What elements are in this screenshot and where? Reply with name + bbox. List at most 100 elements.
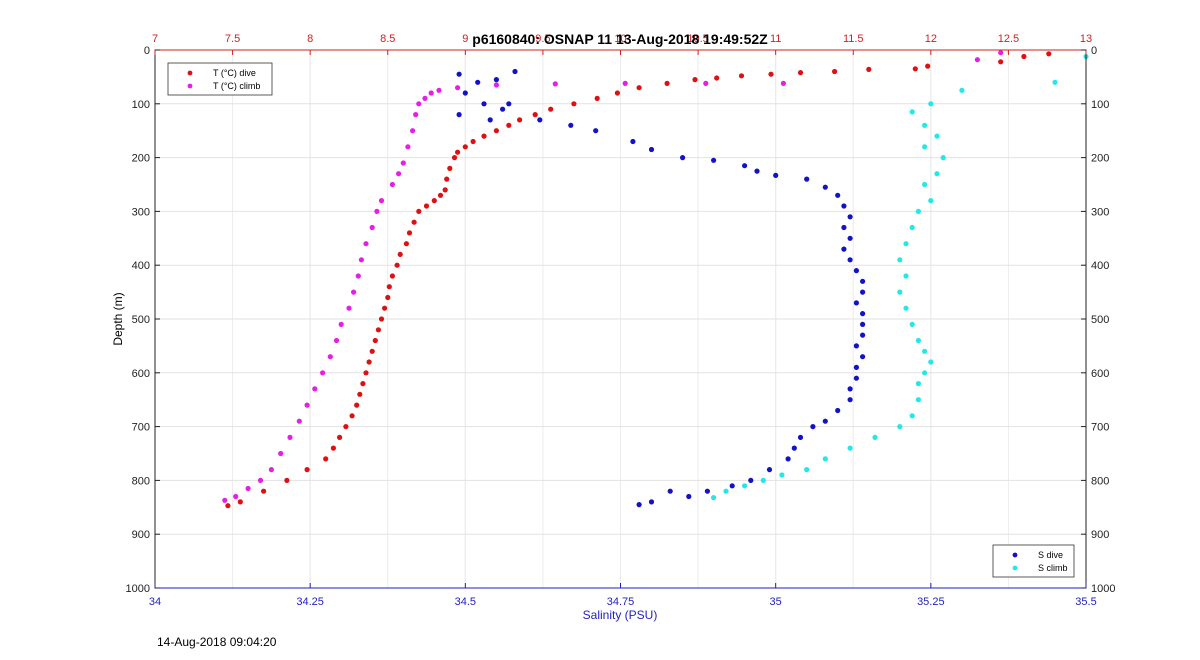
x-tick-label-bottom: 34.75 [607,596,635,608]
point-t-c-dive [470,138,476,145]
point-t-c-climb [278,450,284,457]
point-t-c-climb [374,208,380,214]
point-t-c-dive [451,155,458,161]
point-s-climb [934,171,940,177]
y-tick-label-left: 600 [132,368,150,380]
point-t-c-dive [1046,51,1052,57]
point-s-climb [959,87,965,93]
legend-bottom-right-label: S climb [1038,563,1068,573]
point-t-c-climb [355,273,361,279]
point-s-climb [903,273,909,279]
legend-bottom-right-marker [1012,552,1018,558]
point-t-c-dive [337,434,343,440]
point-s-climb [915,397,922,403]
point-s-dive [667,488,673,494]
footer-timestamp: 14-Aug-2018 09:04:20 [157,635,277,649]
point-s-climb [804,467,810,473]
point-s-dive [785,456,791,462]
point-t-c-climb [338,321,344,327]
point-s-climb [742,483,748,489]
y-tick-label-right: 700 [1091,422,1109,434]
point-t-c-dive [797,70,804,76]
x-tick-label-top: 13 [1080,33,1092,45]
point-s-dive [841,224,847,231]
point-t-c-dive [506,122,512,128]
point-t-c-dive [330,445,336,451]
point-s-dive [860,289,866,295]
legends: T (°C) dive T (°C) climb S dive S climb [167,62,1075,578]
point-s-climb [909,224,915,231]
x-tick-label-top: 10 [614,33,626,45]
legend-bottom-right-box [992,544,1075,578]
point-s-climb [934,133,940,139]
point-t-c-dive [614,90,621,96]
x-tick-label-top: 12 [925,33,937,45]
point-t-c-climb [413,112,419,118]
x-tick-label-bottom: 34.25 [296,596,324,608]
point-s-dive [729,483,735,489]
y-tick-label-right: 400 [1091,260,1109,272]
legend-top-left-label: T (°C) climb [213,81,260,91]
chart-title: p6160840: OSNAP 11 13-Aug-2018 19:49:52Z [472,31,768,47]
point-t-c-dive [768,71,774,77]
point-t-c-climb [416,101,422,107]
point-t-c-dive [447,165,453,171]
point-t-c-climb [422,95,428,101]
y-tick-label-right: 900 [1091,529,1109,541]
point-s-dive [475,79,481,85]
y-tick-label-right: 0 [1091,45,1097,57]
point-s-dive [822,184,828,190]
point-s-climb [922,122,928,128]
point-t-c-dive [866,66,872,72]
point-t-c-dive [532,112,538,118]
legend-top-left-marker [187,70,193,76]
point-s-climb [822,456,828,462]
point-s-climb [922,144,928,150]
point-s-climb [897,289,903,295]
point-s-climb [940,155,946,161]
point-t-c-climb [312,386,318,392]
y-tick-label-left: 700 [132,422,150,434]
point-t-c-dive [406,230,413,236]
point-t-c-dive [925,63,931,69]
point-s-dive [853,375,860,381]
y-tick-label-right: 300 [1091,206,1109,218]
point-s-dive [841,246,847,252]
point-s-dive [822,418,828,424]
point-s-dive [860,332,866,338]
point-t-c-climb [455,85,461,91]
point-t-c-climb [363,241,369,247]
x-tick-label-bottom: 34.5 [455,596,476,608]
point-t-c-dive [349,413,355,419]
point-s-dive [847,214,853,220]
point-s-climb [915,337,922,344]
point-s-climb [723,488,729,494]
point-s-climb [760,477,766,483]
point-s-climb [922,181,928,188]
point-t-c-dive [375,327,381,333]
point-t-c-climb [552,81,558,87]
point-s-dive [648,499,655,505]
point-t-c-dive [594,95,600,101]
point-t-c-dive [397,251,403,257]
point-t-c-dive [455,149,461,155]
point-s-dive [593,128,599,134]
point-t-c-climb [320,370,326,376]
legend-top-left-label: T (°C) dive [213,68,256,78]
point-s-climb [847,445,853,451]
point-t-c-dive [1021,53,1027,60]
x-tick-label-bottom: 35.25 [917,596,945,608]
point-t-c-climb [998,50,1004,56]
point-t-c-climb [780,80,787,86]
legend-bottom-right-label: S dive [1038,550,1063,560]
y-tick-label-left: 1000 [126,583,150,595]
point-s-climb [903,305,909,311]
point-s-dive [853,268,860,274]
point-t-c-dive [385,294,391,301]
point-t-c-dive [304,467,310,473]
point-s-dive [456,112,462,118]
point-t-c-dive [323,456,329,462]
y-tick-label-right: 1000 [1091,583,1115,595]
x-tick-label-top: 9 [462,33,468,45]
point-t-c-climb [389,181,395,188]
